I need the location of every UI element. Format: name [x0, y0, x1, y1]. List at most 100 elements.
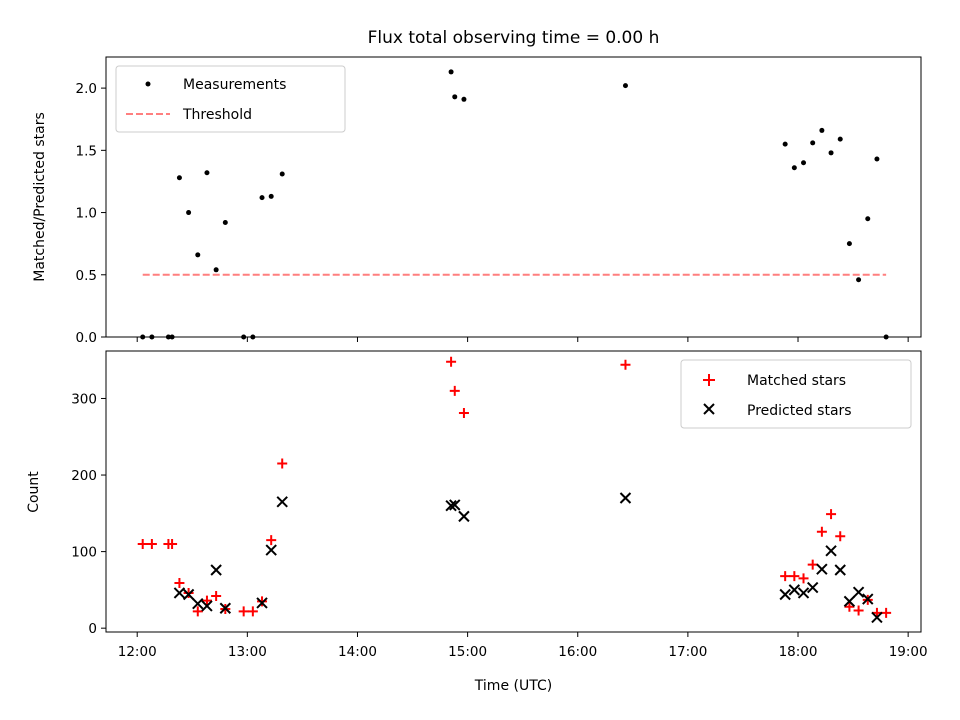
- predicted-stars-point: [256, 597, 268, 609]
- bottom-axes-frame: [105, 350, 922, 633]
- measurements-point: [204, 170, 210, 176]
- predicted-stars-point: [192, 597, 204, 610]
- legend-matched-label: Matched stars: [747, 373, 846, 389]
- legend-predicted-label: Predicted stars: [747, 403, 852, 419]
- predicted-stars-point: [173, 587, 186, 599]
- top-legend-frame: [115, 65, 346, 133]
- predicted-stars-point: [816, 563, 828, 575]
- y-tick-label: 2.0: [76, 81, 97, 97]
- matched-stars-point: [238, 606, 249, 617]
- measurements-point: [865, 216, 871, 222]
- y-tick-label: 0.0: [76, 330, 97, 346]
- legend-matched-marker: [703, 374, 715, 386]
- measurements-point: [819, 127, 825, 133]
- y-tick-label: 1.0: [76, 206, 97, 222]
- measurements-point: [268, 193, 274, 199]
- predicted-stars-point: [445, 499, 457, 512]
- matched-stars-point: [277, 458, 288, 469]
- measurements-point: [461, 96, 467, 102]
- measurements-point: [176, 175, 182, 181]
- predicted-stars-point: [458, 510, 470, 523]
- matched-stars-point: [167, 538, 178, 549]
- x-tick-label: 18:00: [779, 644, 818, 660]
- predicted-stars-point: [219, 602, 232, 614]
- matched-stars-point: [881, 607, 892, 618]
- matched-stars-point: [780, 571, 791, 582]
- y-tick-label: 300: [71, 391, 97, 407]
- predicted-stars-point: [619, 492, 632, 504]
- bottom-legend: Matched stars Predicted stars: [680, 359, 912, 429]
- predicted-stars-point: [797, 587, 810, 599]
- top-axes-frame: [105, 56, 922, 338]
- predicted-stars-point: [210, 564, 222, 576]
- predicted-stars-point: [843, 595, 856, 608]
- measurements-point: [195, 252, 201, 258]
- matched-stars-point: [835, 531, 846, 542]
- legend-measurements-marker: [145, 81, 151, 87]
- chart-title: Flux total observing time = 0.00 h: [368, 28, 660, 48]
- matched-stars-point: [211, 591, 222, 602]
- measurements-point: [856, 277, 862, 283]
- measurements-point: [874, 156, 880, 162]
- x-tick-label: 15:00: [448, 644, 487, 660]
- predicted-stars-point: [862, 593, 874, 605]
- matched-stars-point: [789, 571, 800, 582]
- matched-stars-point: [844, 601, 855, 612]
- x-tick-label: 17:00: [668, 644, 707, 660]
- y-tick-label: 0: [88, 621, 97, 637]
- measurements-point: [846, 241, 852, 247]
- predicted-stars-point: [779, 588, 791, 601]
- legend-threshold-label: Threshold: [182, 107, 252, 123]
- matched-stars-point: [247, 606, 258, 617]
- measurements-point: [259, 195, 265, 201]
- measurements-point: [810, 140, 816, 146]
- predicted-stars-point: [834, 564, 846, 576]
- predicted-stars-point: [201, 600, 213, 612]
- x-tick-label: 19:00: [889, 644, 928, 660]
- bottom-y-axis-label: Count: [26, 471, 42, 513]
- matched-stars-point: [620, 359, 631, 370]
- matched-stars-point: [798, 573, 809, 584]
- matched-stars-point: [257, 596, 268, 607]
- matched-stars-point: [826, 509, 837, 520]
- x-tick-label: 16:00: [558, 644, 597, 660]
- matched-stars-point: [146, 538, 157, 549]
- matched-stars-point: [174, 577, 185, 588]
- measurements-point: [791, 165, 797, 171]
- measurements-point: [622, 83, 628, 89]
- predicted-stars-point: [852, 586, 865, 598]
- measurements-point: [452, 94, 458, 100]
- measurements-point: [782, 141, 788, 147]
- predicted-stars-point: [276, 496, 288, 508]
- measurements-point: [213, 267, 219, 273]
- matched-stars-point: [446, 356, 457, 367]
- predicted-stars-point: [825, 545, 837, 557]
- matched-stars-point: [183, 587, 194, 598]
- measurements-point: [801, 160, 807, 166]
- measurements-point: [448, 69, 454, 75]
- measurements-point: [186, 210, 192, 216]
- predicted-stars-point: [182, 588, 195, 601]
- matched-stars-point: [201, 595, 212, 606]
- measurements-point: [279, 171, 285, 177]
- measurements-point: [222, 220, 228, 226]
- predicted-stars-point: [265, 544, 277, 556]
- predicted-stars-point: [806, 581, 819, 594]
- top-legend: Measurements Threshold: [115, 65, 346, 133]
- matched-stars-point: [449, 385, 460, 396]
- predicted-stars-point: [871, 611, 883, 624]
- matched-stars-point: [266, 535, 277, 546]
- measurements-point: [837, 136, 843, 142]
- matched-stars-point: [137, 538, 148, 549]
- matched-stars-point: [807, 559, 818, 570]
- x-axis-label: Time (UTC): [474, 678, 552, 694]
- legend-predicted-marker: [703, 403, 715, 415]
- measurements-point: [828, 150, 834, 156]
- y-tick-label: 200: [71, 468, 97, 484]
- bottom-panel: 12:00 13:00 14:00 15:00 16:00 17:00 18:00 19:00…: [71, 356, 928, 660]
- matched-stars-point: [853, 605, 864, 616]
- y-tick-label: 1.5: [76, 143, 97, 159]
- bottom-legend-frame: [680, 359, 912, 429]
- y-tick-label: 100: [71, 545, 97, 561]
